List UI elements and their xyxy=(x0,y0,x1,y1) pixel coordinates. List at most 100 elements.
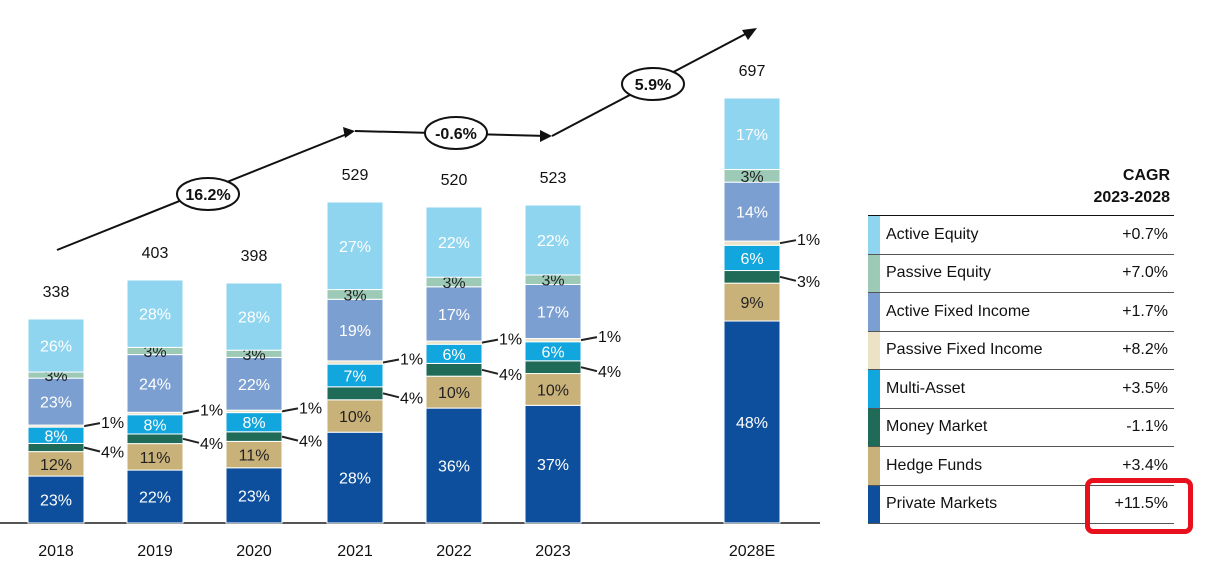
bar-segment-active-equity xyxy=(225,282,283,351)
growth-oval xyxy=(424,116,488,150)
cagr-value: +11.5% xyxy=(1095,485,1174,524)
data-label: 27% xyxy=(339,239,371,256)
data-label: 7% xyxy=(343,368,366,385)
data-label: 3% xyxy=(143,344,166,361)
data-label: 3% xyxy=(442,275,465,292)
data-label: 28% xyxy=(339,471,371,488)
data-label: 22% xyxy=(537,233,569,250)
data-label-outside: 4% xyxy=(299,434,322,451)
data-label: 36% xyxy=(438,459,470,476)
data-label: 8% xyxy=(143,417,166,434)
data-label: 8% xyxy=(44,428,67,445)
total-label: 520 xyxy=(441,172,468,189)
bar-segment-private-markets xyxy=(225,467,283,524)
data-label: 3% xyxy=(740,169,763,186)
data-label-outside: 1% xyxy=(499,332,522,349)
bar-segment-private-markets xyxy=(425,407,483,524)
bar-segment-money-market xyxy=(225,431,283,442)
arrowhead-icon xyxy=(343,127,355,138)
bar-segment-money-market xyxy=(524,360,582,375)
data-label: 37% xyxy=(537,457,569,474)
data-label: 14% xyxy=(736,205,768,222)
leader-line xyxy=(580,366,598,373)
data-label-outside: 1% xyxy=(101,415,124,432)
bar-segment-hedge-funds xyxy=(27,451,85,477)
data-label-outside: 4% xyxy=(400,390,423,407)
bar-segment-multi-asset xyxy=(723,244,781,272)
x-tick-label: 2019 xyxy=(137,543,173,560)
data-label: 26% xyxy=(40,339,72,356)
data-label-outside: 4% xyxy=(200,436,223,453)
total-label: 529 xyxy=(342,167,369,184)
bar-segment-hedge-funds xyxy=(326,399,384,433)
bar-segment-active-equity xyxy=(723,97,781,171)
data-label-outside: 1% xyxy=(299,400,322,417)
legend-swatch xyxy=(868,446,880,486)
bar-segment-active-equity xyxy=(524,204,582,276)
leader-line xyxy=(779,239,797,245)
bar-segment-active-equity xyxy=(326,201,384,291)
bar-segment-hedge-funds xyxy=(425,375,483,409)
data-label: 17% xyxy=(736,127,768,144)
legend-series-name: Passive Equity xyxy=(880,254,1096,293)
data-label: 23% xyxy=(40,493,72,510)
data-label: 6% xyxy=(442,347,465,364)
bar-segment-active-fixed-income xyxy=(225,356,283,411)
cagr-row: Passive Equity +7.0% xyxy=(868,254,1174,293)
leader-line xyxy=(580,336,598,342)
data-label: 23% xyxy=(40,395,72,412)
bar-segment-active-fixed-income xyxy=(723,181,781,242)
data-label: 28% xyxy=(139,307,171,324)
data-label: 24% xyxy=(139,376,171,393)
legend-series-name: Passive Fixed Income xyxy=(880,331,1096,370)
data-label-outside: 1% xyxy=(400,352,423,369)
total-label: 338 xyxy=(43,284,70,301)
legend-series-name: Money Market xyxy=(880,408,1096,447)
growth-oval xyxy=(176,177,240,211)
data-label: 22% xyxy=(139,490,171,507)
cagr-value: +1.7% xyxy=(1095,292,1174,332)
bar-segment-passive-fixed-income xyxy=(723,240,781,246)
growth-label: -0.6% xyxy=(435,126,477,143)
legend-swatch xyxy=(868,485,880,524)
cagr-value: +8.2% xyxy=(1095,331,1174,370)
cagr-title: CAGR xyxy=(1122,167,1170,184)
total-label: 398 xyxy=(241,248,268,265)
data-label: 17% xyxy=(537,305,569,322)
bar-segment-private-markets xyxy=(326,431,384,524)
data-label: 10% xyxy=(438,385,470,402)
cagr-table: Active Equity +0.7% Passive Equity +7.0% Act… xyxy=(868,216,1174,524)
cagr-value: +7.0% xyxy=(1095,254,1174,293)
legend-swatch xyxy=(868,408,880,447)
data-label: 22% xyxy=(438,235,470,252)
leader-line xyxy=(481,338,499,344)
data-label: 11% xyxy=(239,448,270,465)
data-label: 22% xyxy=(238,377,270,394)
total-label: 697 xyxy=(739,63,766,80)
data-label: 23% xyxy=(238,488,270,505)
data-label: 11% xyxy=(140,450,171,467)
leader-line xyxy=(83,422,101,428)
x-tick-label: 2021 xyxy=(337,543,373,560)
legend-series-name: Multi-Asset xyxy=(880,369,1096,409)
legend-series-name: Active Fixed Income xyxy=(880,292,1096,332)
bar-segment-active-equity xyxy=(425,206,483,278)
legend-series-name: Hedge Funds xyxy=(880,446,1096,486)
leader-line xyxy=(182,409,200,415)
data-label-outside: 1% xyxy=(598,329,621,346)
bar-segment-money-market xyxy=(425,362,483,377)
growth-oval xyxy=(621,67,685,101)
leader-line xyxy=(182,437,200,444)
leader-line xyxy=(382,358,400,364)
data-label: 6% xyxy=(740,251,763,268)
data-label: 17% xyxy=(438,307,470,324)
bar-segment-active-equity xyxy=(27,318,85,373)
legend-series-name: Active Equity xyxy=(880,216,1096,255)
x-tick-label: 2018 xyxy=(38,543,74,560)
legend-swatch xyxy=(868,331,880,370)
bar-segment-hedge-funds xyxy=(723,282,781,322)
arrowhead-icon xyxy=(540,130,552,142)
x-tick-label: 2020 xyxy=(236,543,272,560)
data-label-outside: 1% xyxy=(797,232,820,249)
highlight-box xyxy=(1085,478,1193,534)
